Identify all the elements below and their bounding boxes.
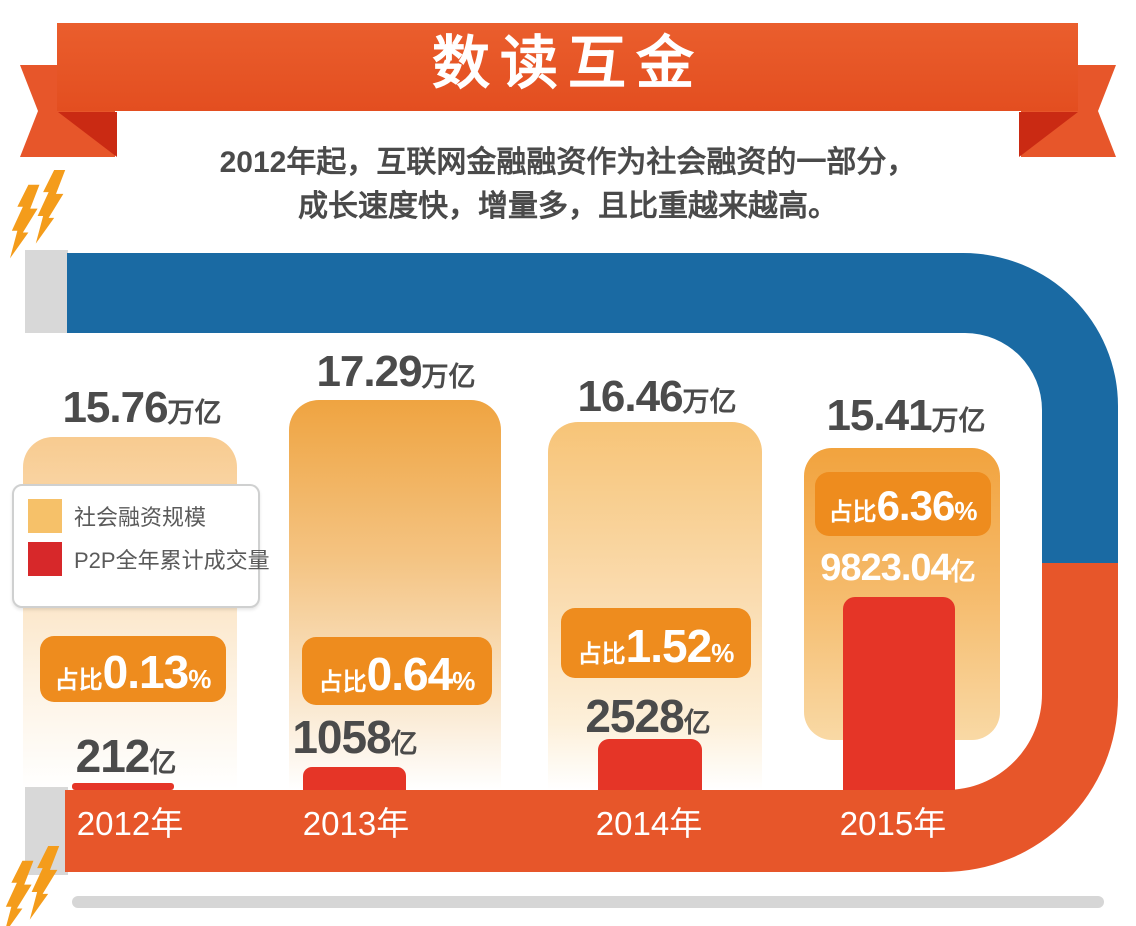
p2p-bar-2012 [72,783,174,790]
p2p-bar-2015 [843,597,955,790]
ratio-value: 0.13 [102,646,190,698]
social-value: 15.76 [62,383,168,432]
p2p-unit: 亿 [950,558,976,586]
ground-shadow [72,896,1104,908]
p2p-unit: 亿 [149,748,177,778]
legend-item-social: 社会融资规模 [28,499,244,533]
p2p-value: 2528 [585,690,684,742]
timeline-band-orange [65,563,1118,872]
subtitle-line-1: 2012年起，互联网金融融资作为社会融资的一部分， [219,146,917,179]
year-label-2015: 2015年 [839,805,947,842]
ratio-unit: % [452,666,476,696]
band-start-block [25,250,68,333]
ratio-badge-2014: 占比 1.52% [561,608,751,678]
timeline-band-blue [67,253,1118,563]
ratio-value: 0.64 [366,648,454,700]
p2p-bar-2014 [598,739,702,790]
ratio-unit: % [188,664,212,694]
social-financing-bar-2014 [548,422,762,790]
social-value: 17.29 [316,347,422,396]
social-value-label: 16.46 万亿 [537,375,777,419]
ribbon-band [57,23,1078,111]
year-label-2012: 2012年 [76,805,184,842]
p2p-bar-2013 [303,767,406,790]
social-unit: 万亿 [167,398,222,428]
ratio-value: 6.36 [876,482,956,529]
ratio-unit: % [711,638,735,668]
year-label-2013: 2013年 [302,805,410,842]
social-value: 15.41 [826,391,932,440]
ratio-prefix: 占比 [318,669,367,696]
p2p-value-label: 2528 亿 [538,693,758,740]
year-label-2014: 2014年 [595,805,703,842]
lightning-icon [10,170,66,259]
subtitle: 2012年起，互联网金融融资作为社会融资的一部分， 成长速度快，增量多，且比重越… [68,141,1068,229]
p2p-unit: 亿 [683,708,711,738]
ratio-value: 1.52 [625,620,713,672]
legend-swatch-p2p [28,542,62,576]
ratio-prefix: 占比 [54,667,103,694]
p2p-value-label: 212 亿 [16,733,236,780]
p2p-value: 1058 [292,711,391,763]
p2p-value: 9823.04 [820,547,951,589]
p2p-value-label: 1058 亿 [245,714,465,761]
p2p-value-label: 9823.04 亿 [788,549,1008,588]
legend: 社会融资规模 P2P全年累计成交量 [12,484,270,608]
ribbon-right-fold [1019,112,1078,157]
social-financing-bar-2013 [289,400,501,790]
ratio-prefix: 占比 [577,641,626,668]
ratio-badge-2013: 占比 0.64% [302,637,492,705]
social-unit: 万亿 [931,406,986,436]
p2p-unit: 亿 [390,729,418,759]
social-value-label: 15.41 万亿 [786,394,1026,438]
legend-label-social: 社会融资规模 [74,505,207,530]
social-value-label: 17.29 万亿 [276,350,516,394]
ratio-prefix: 占比 [828,499,877,526]
social-value: 16.46 [577,372,683,421]
ratio-badge-2012: 占比 0.13% [40,636,226,702]
legend-swatch-social [28,499,62,533]
social-unit: 万亿 [682,387,737,417]
p2p-value: 212 [75,730,151,782]
page-title: 数读互金 [431,31,704,96]
title-ribbon [20,23,1116,157]
lightning-icon [5,846,60,926]
ratio-unit: % [954,496,978,526]
ribbon-left-fold [58,112,117,157]
social-unit: 万亿 [421,362,476,392]
legend-item-p2p: P2P全年累计成交量 [28,542,270,576]
legend-label-p2p: P2P全年累计成交量 [74,548,270,573]
subtitle-line-2: 成长速度快，增量多，且比重越来越高。 [298,190,838,223]
social-value-label: 15.76 万亿 [22,386,262,430]
ratio-badge-2015: 占比 6.36% [815,472,991,536]
